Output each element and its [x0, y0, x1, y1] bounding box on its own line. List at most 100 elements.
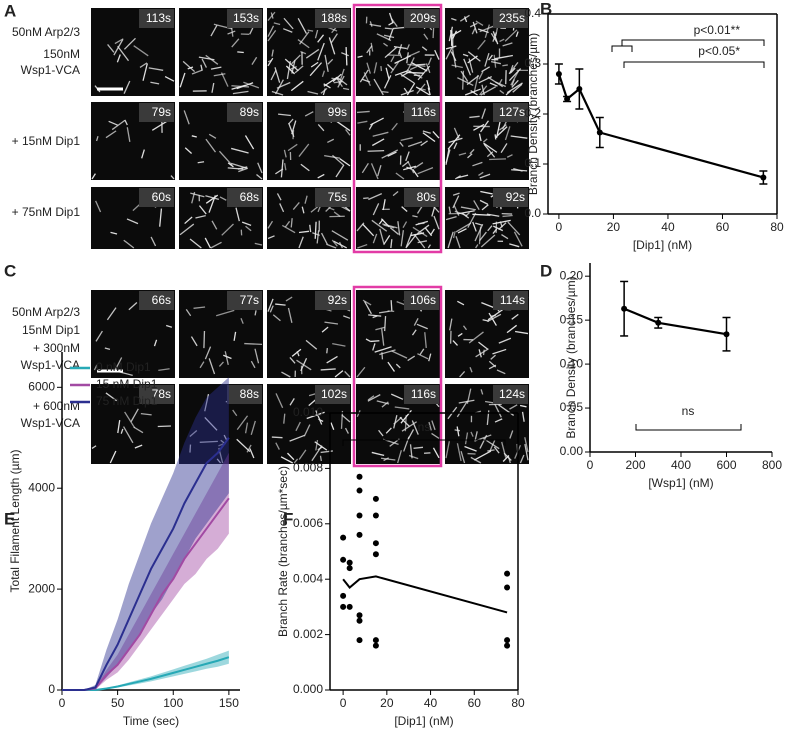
filament [370, 117, 384, 126]
filament [499, 89, 505, 95]
filament [489, 82, 498, 87]
filament [331, 230, 349, 241]
filament [401, 160, 410, 168]
condition-label: Wsp1-VCA [21, 358, 80, 372]
filament [387, 361, 395, 372]
filament [110, 231, 118, 235]
x-tick-label: 40 [661, 220, 675, 234]
filament [213, 73, 226, 77]
filament [141, 149, 145, 159]
legend-label: 75 nM Dip1 [96, 394, 158, 408]
filament [376, 400, 390, 405]
filament [402, 221, 408, 229]
filament [286, 61, 291, 80]
micrograph: 92s [267, 290, 351, 378]
filament [183, 110, 190, 125]
filament [417, 167, 434, 175]
filament [356, 110, 370, 114]
filament [216, 458, 222, 464]
filament [190, 192, 205, 198]
filament [507, 221, 521, 236]
x-tick-label: 20 [607, 220, 621, 234]
filament [324, 54, 329, 72]
significance-bracket [342, 439, 506, 446]
filament [356, 222, 365, 232]
y-tick-label: 0.010 [293, 405, 323, 419]
x-tick-label: 800 [762, 458, 782, 472]
filament [383, 34, 395, 39]
filament [367, 394, 381, 402]
filament [432, 131, 440, 139]
micrograph: 235s [445, 8, 529, 96]
filament [179, 223, 195, 236]
time-label: 127s [499, 105, 525, 119]
filament [480, 389, 484, 395]
micrograph: 79s [91, 102, 175, 180]
filament [479, 231, 487, 242]
y-axis-title: Branch Density (branches/µm) [526, 33, 540, 195]
significance-label: ns [418, 420, 431, 434]
filament [415, 220, 429, 226]
filament [391, 122, 398, 131]
micrograph: 116s [356, 384, 440, 464]
filament [300, 163, 310, 172]
filament [372, 233, 378, 244]
filament [457, 332, 463, 337]
filament [387, 63, 394, 71]
filament [301, 206, 305, 214]
micrograph: 124s [445, 384, 529, 464]
filament [246, 444, 252, 453]
filament [464, 445, 477, 452]
micrograph: 88s [179, 384, 263, 464]
filament [333, 80, 343, 84]
filament [95, 135, 99, 142]
filament [345, 129, 351, 136]
filament [399, 141, 404, 147]
time-label: 92s [506, 190, 525, 204]
filament [362, 299, 372, 306]
filament [478, 171, 484, 176]
filament [91, 173, 96, 180]
confidence-band [62, 650, 229, 690]
filament [484, 52, 490, 67]
confidence-band [62, 452, 229, 690]
filament [324, 155, 341, 159]
filament [332, 342, 346, 347]
filament [428, 353, 432, 362]
filament [189, 429, 198, 437]
x-tick-label: 60 [468, 696, 482, 710]
filament [332, 154, 344, 166]
filament [448, 26, 454, 42]
filament [480, 86, 497, 96]
filament [233, 331, 237, 341]
filament [324, 321, 339, 325]
filament [490, 32, 498, 43]
x-tick-label: 200 [625, 458, 645, 472]
filament [390, 55, 395, 63]
time-label: 153s [233, 11, 259, 25]
filament [519, 404, 527, 408]
time-label: 99s [328, 105, 347, 119]
filament [419, 348, 425, 355]
filament [184, 147, 193, 154]
filament [254, 242, 263, 246]
filament [308, 399, 316, 407]
filament [493, 54, 497, 68]
filament [231, 147, 249, 154]
filament [203, 330, 206, 349]
filament [506, 324, 518, 334]
filament [197, 161, 205, 164]
filament [424, 332, 427, 349]
data-point [356, 512, 363, 519]
time-label-bg [139, 385, 174, 404]
time-label-bg [139, 188, 174, 207]
filament [445, 216, 457, 221]
time-label: 124s [499, 387, 525, 401]
filament [254, 348, 260, 364]
filament [344, 370, 351, 378]
filament [107, 44, 115, 53]
filament [290, 218, 293, 228]
filament [343, 315, 351, 319]
micrograph: 99s [267, 102, 351, 180]
data-point [346, 565, 353, 572]
